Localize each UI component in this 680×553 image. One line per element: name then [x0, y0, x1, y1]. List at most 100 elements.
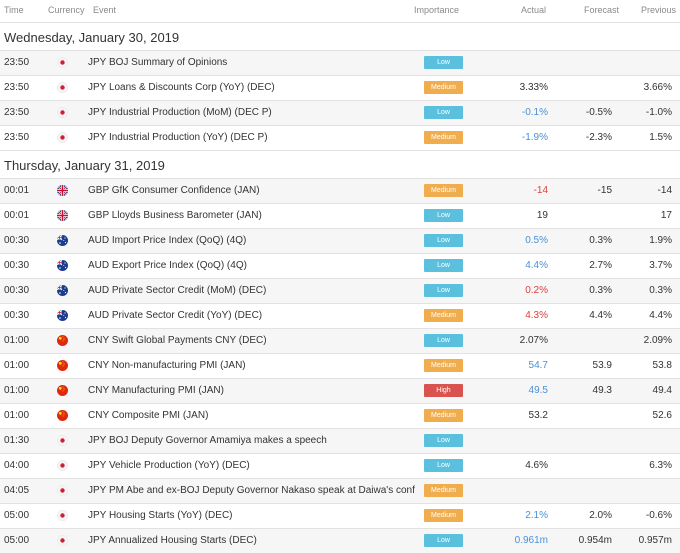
event-name[interactable]: CNY Manufacturing PMI (JAN) — [88, 385, 224, 396]
cny-flag-icon — [57, 360, 68, 371]
table-row[interactable]: 23:50 JPY Industrial Production (YoY) (DE… — [0, 125, 680, 150]
importance-badge: Medium — [424, 131, 463, 144]
table-row[interactable]: 00:01 GBP GfK Consumer Confidence (JAN) Me… — [0, 178, 680, 203]
cny-flag-icon — [57, 335, 68, 346]
jpy-flag-icon — [57, 107, 68, 118]
importance-badge: Medium — [424, 484, 463, 497]
event-name[interactable]: JPY Annualized Housing Starts (DEC) — [88, 535, 257, 546]
table-row[interactable]: 23:50 JPY BOJ Summary of Opinions Low — [0, 50, 680, 75]
importance-badge: Low — [424, 106, 463, 119]
event-name[interactable]: JPY PM Abe and ex-BOJ Deputy Governor Na… — [88, 485, 415, 496]
date-group-header: Wednesday, January 30, 2019 — [0, 22, 680, 50]
forecast-value: 0.954m — [578, 535, 612, 546]
actual-value: -1.9% — [521, 132, 548, 143]
actual-value: 4.4% — [525, 260, 548, 271]
importance-badge: Low — [424, 284, 463, 297]
event-time: 00:30 — [4, 310, 30, 321]
table-row[interactable]: 00:30 AUD Private Sector Credit (MoM) (DE… — [0, 278, 680, 303]
table-row[interactable]: 23:50 JPY Industrial Production (MoM) (DE… — [0, 100, 680, 125]
event-name[interactable]: JPY Vehicle Production (YoY) (DEC) — [88, 460, 250, 471]
jpy-flag-icon — [57, 435, 68, 446]
forecast-value: -2.3% — [585, 132, 612, 143]
table-row[interactable]: 01:00 CNY Composite PMI (JAN) Medium 53.2 52… — [0, 403, 680, 428]
table-row[interactable]: 00:30 AUD Export Price Index (QoQ) (4Q) Lo… — [0, 253, 680, 278]
event-name[interactable]: JPY BOJ Summary of Opinions — [88, 57, 228, 68]
table-row[interactable]: 05:00 JPY Annualized Housing Starts (DEC)… — [0, 528, 680, 553]
forecast-value: -0.5% — [585, 107, 612, 118]
event-time: 04:00 — [4, 460, 30, 471]
date-label: Wednesday, January 30, 2019 — [4, 30, 180, 45]
forecast-value: 49.3 — [592, 385, 612, 396]
event-name[interactable]: JPY Industrial Production (MoM) (DEC P) — [88, 107, 272, 118]
table-row[interactable]: 00:30 AUD Import Price Index (QoQ) (4Q) Lo… — [0, 228, 680, 253]
table-row[interactable]: 00:01 GBP Lloyds Business Barometer (JAN)… — [0, 203, 680, 228]
col-importance: Importance — [414, 5, 460, 15]
actual-value: 2.07% — [519, 335, 548, 346]
previous-value: 6.3% — [649, 460, 672, 471]
event-name[interactable]: JPY BOJ Deputy Governor Amamiya makes a … — [88, 435, 327, 446]
forecast-value: 0.3% — [589, 235, 612, 246]
event-time: 00:01 — [4, 185, 30, 196]
event-time: 05:00 — [4, 535, 30, 546]
event-name[interactable]: AUD Private Sector Credit (MoM) (DEC) — [88, 285, 267, 296]
actual-value: 19 — [536, 210, 548, 221]
event-name[interactable]: CNY Non-manufacturing PMI (JAN) — [88, 360, 246, 371]
table-row[interactable]: 23:50 JPY Loans & Discounts Corp (YoY) (D… — [0, 75, 680, 100]
importance-badge: Medium — [424, 309, 463, 322]
event-time: 23:50 — [4, 57, 30, 68]
jpy-flag-icon — [57, 485, 68, 496]
actual-value: 54.7 — [528, 360, 548, 371]
event-time: 04:05 — [4, 485, 30, 496]
table-row[interactable]: 01:00 CNY Swift Global Payments CNY (DEC)… — [0, 328, 680, 353]
event-name[interactable]: CNY Composite PMI (JAN) — [88, 410, 209, 421]
jpy-flag-icon — [57, 82, 68, 93]
previous-value: 0.957m — [638, 535, 672, 546]
table-row[interactable]: 00:30 AUD Private Sector Credit (YoY) (DE… — [0, 303, 680, 328]
previous-value: 3.7% — [649, 260, 672, 271]
jpy-flag-icon — [57, 132, 68, 143]
table-header: Time Currency Event Importance Actual Fo… — [0, 0, 680, 22]
table-row[interactable]: 04:00 JPY Vehicle Production (YoY) (DEC) L… — [0, 453, 680, 478]
event-time: 01:00 — [4, 335, 30, 346]
table-row[interactable]: 04:05 JPY PM Abe and ex-BOJ Deputy Govern… — [0, 478, 680, 503]
event-name[interactable]: AUD Private Sector Credit (YoY) (DEC) — [88, 310, 263, 321]
event-name[interactable]: JPY Housing Starts (YoY) (DEC) — [88, 510, 233, 521]
event-time: 00:01 — [4, 210, 30, 221]
table-row[interactable]: 01:30 JPY BOJ Deputy Governor Amamiya mak… — [0, 428, 680, 453]
importance-badge: Low — [424, 259, 463, 272]
table-row[interactable]: 01:00 CNY Non-manufacturing PMI (JAN) Medi… — [0, 353, 680, 378]
jpy-flag-icon — [57, 535, 68, 546]
event-name[interactable]: GBP GfK Consumer Confidence (JAN) — [88, 185, 260, 196]
forecast-value: 53.9 — [592, 360, 612, 371]
event-name[interactable]: JPY Loans & Discounts Corp (YoY) (DEC) — [88, 82, 275, 93]
gbp-flag-icon — [57, 210, 68, 221]
previous-value: -1.0% — [645, 107, 672, 118]
actual-value: -0.1% — [521, 107, 548, 118]
event-name[interactable]: CNY Swift Global Payments CNY (DEC) — [88, 335, 267, 346]
event-time: 05:00 — [4, 510, 30, 521]
previous-value: 17 — [660, 210, 672, 221]
forecast-value: 4.4% — [589, 310, 612, 321]
actual-value: 0.2% — [525, 285, 548, 296]
aud-flag-icon — [57, 260, 68, 271]
importance-badge: Low — [424, 459, 463, 472]
aud-flag-icon — [57, 310, 68, 321]
col-currency: Currency — [48, 5, 85, 15]
col-event: Event — [93, 5, 117, 15]
event-name[interactable]: GBP Lloyds Business Barometer (JAN) — [88, 210, 262, 221]
table-row[interactable]: 01:00 CNY Manufacturing PMI (JAN) High 49.5… — [0, 378, 680, 403]
previous-value: 1.9% — [649, 235, 672, 246]
date-group-header: Thursday, January 31, 2019 — [0, 150, 680, 178]
event-time: 01:00 — [4, 410, 30, 421]
col-time: Time — [4, 5, 24, 15]
jpy-flag-icon — [57, 57, 68, 68]
event-name[interactable]: AUD Import Price Index (QoQ) (4Q) — [88, 235, 247, 246]
date-label: Thursday, January 31, 2019 — [4, 158, 165, 173]
event-name[interactable]: AUD Export Price Index (QoQ) (4Q) — [88, 260, 247, 271]
importance-badge: Low — [424, 334, 463, 347]
importance-badge: Medium — [424, 509, 463, 522]
col-previous: Previous — [641, 5, 677, 15]
table-row[interactable]: 05:00 JPY Housing Starts (YoY) (DEC) Mediu… — [0, 503, 680, 528]
actual-value: 0.961m — [514, 535, 548, 546]
event-name[interactable]: JPY Industrial Production (YoY) (DEC P) — [88, 132, 268, 143]
